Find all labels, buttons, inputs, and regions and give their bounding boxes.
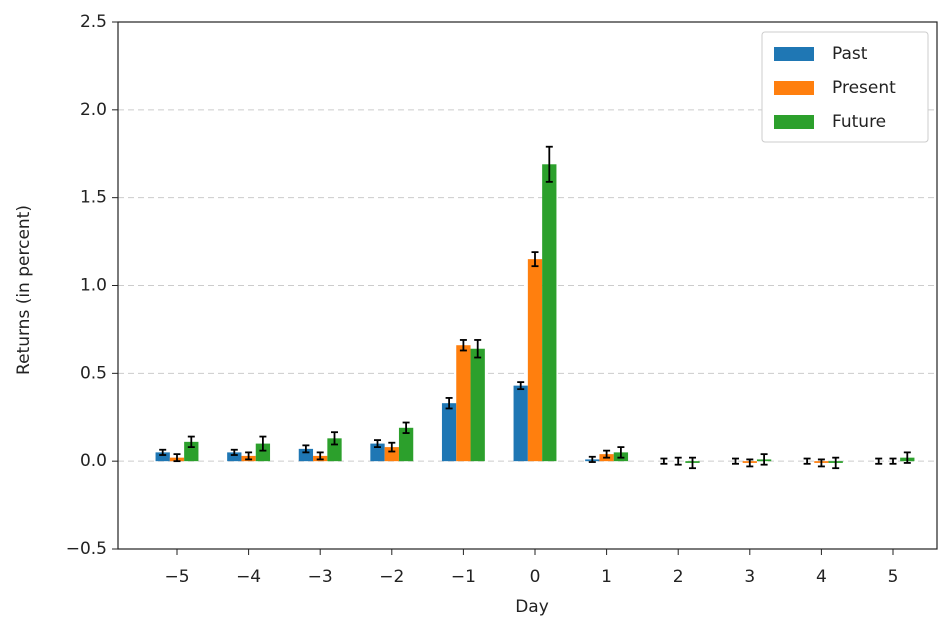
error-bar	[459, 339, 467, 352]
error-bar	[817, 458, 825, 468]
error-bar	[545, 145, 553, 183]
error-bar	[732, 457, 739, 465]
error-bar	[374, 439, 381, 449]
x-tick-label: 3	[744, 567, 755, 587]
legend-swatch	[774, 47, 814, 61]
y-tick-label: 1.0	[80, 276, 107, 296]
error-bar	[617, 446, 625, 459]
y-tick-label: 2.5	[80, 12, 107, 32]
error-bar	[331, 431, 338, 446]
error-bar	[187, 435, 195, 449]
error-bar	[388, 441, 396, 453]
bar	[155, 452, 170, 462]
x-tick-label: −5	[164, 567, 189, 587]
x-tick-label: 5	[888, 567, 899, 587]
bar	[227, 452, 242, 462]
y-tick-label: 0.5	[80, 363, 107, 383]
x-tick-label: −4	[236, 567, 261, 587]
bar	[298, 448, 314, 462]
x-tick-label: −2	[379, 567, 404, 587]
legend-swatch	[774, 81, 814, 95]
error-bar	[903, 451, 911, 464]
error-bar	[889, 457, 897, 465]
error-bar	[603, 449, 611, 459]
error-bar	[159, 448, 167, 456]
bar	[527, 259, 543, 462]
error-bar	[302, 444, 310, 454]
error-bar	[245, 451, 253, 461]
legend-label: Future	[832, 112, 886, 132]
error-bar	[517, 381, 525, 391]
error-bar	[230, 448, 238, 456]
y-tick-label: −0.5	[66, 539, 107, 559]
y-tick-label: 0.0	[80, 451, 107, 471]
error-bar	[474, 339, 482, 359]
error-bar	[402, 421, 410, 434]
error-bar	[531, 251, 539, 268]
legend-label: Past	[832, 44, 868, 64]
x-axis-label: Day	[515, 597, 549, 617]
y-tick-label: 2.0	[80, 100, 107, 120]
bar	[370, 443, 385, 462]
legend-label: Present	[832, 78, 896, 98]
error-bar	[832, 456, 840, 470]
x-tick-label: −3	[308, 567, 333, 587]
error-bar	[875, 457, 883, 465]
error-bar	[316, 451, 324, 461]
legend-swatch	[774, 115, 814, 129]
bar	[470, 348, 485, 462]
x-tick-label: 2	[673, 567, 684, 587]
bar	[456, 345, 471, 462]
error-bar	[173, 453, 181, 463]
x-tick-label: 4	[816, 567, 827, 587]
error-bar	[259, 435, 267, 452]
y-tick-label: 1.5	[80, 188, 107, 208]
bar	[327, 438, 342, 462]
error-bar	[445, 397, 453, 410]
error-bar	[746, 458, 754, 468]
error-bar	[689, 456, 696, 470]
error-bar	[660, 457, 668, 465]
x-tick-label: −1	[451, 567, 476, 587]
error-bar	[674, 456, 682, 466]
plot-frame	[117, 21, 938, 550]
bar	[255, 443, 271, 462]
bar	[542, 164, 557, 462]
bar	[398, 427, 414, 462]
error-bar	[760, 453, 768, 466]
x-tick-label: 0	[530, 567, 541, 587]
bar	[513, 385, 528, 462]
error-bar	[588, 455, 596, 463]
bar	[441, 403, 457, 462]
error-bar	[803, 457, 811, 465]
bar	[184, 441, 199, 462]
bar	[384, 447, 399, 462]
x-tick-label: 1	[601, 567, 612, 587]
y-axis-label: Returns (in percent)	[14, 205, 34, 375]
